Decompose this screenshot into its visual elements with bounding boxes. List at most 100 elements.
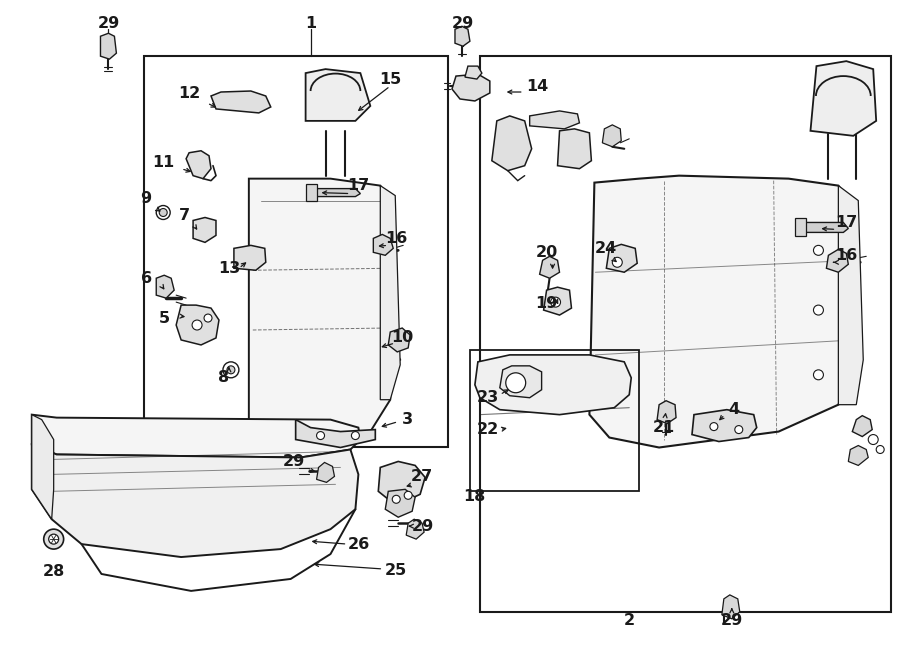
Text: 20: 20 <box>536 245 558 260</box>
Circle shape <box>814 370 824 380</box>
Polygon shape <box>455 26 470 46</box>
Text: 19: 19 <box>536 295 558 311</box>
Text: 15: 15 <box>379 71 401 87</box>
Polygon shape <box>211 91 271 113</box>
Text: 16: 16 <box>385 231 408 246</box>
Circle shape <box>317 432 325 440</box>
Text: 29: 29 <box>721 613 742 628</box>
Text: 28: 28 <box>42 564 65 580</box>
Text: 10: 10 <box>392 330 413 346</box>
Text: 1: 1 <box>305 16 316 31</box>
Circle shape <box>223 362 238 378</box>
Polygon shape <box>530 111 580 129</box>
Text: 14: 14 <box>526 79 549 94</box>
Circle shape <box>710 422 718 430</box>
Polygon shape <box>500 366 542 398</box>
Text: 11: 11 <box>152 155 175 171</box>
Text: 27: 27 <box>411 469 433 484</box>
Text: 5: 5 <box>158 311 170 326</box>
Polygon shape <box>452 74 490 101</box>
Polygon shape <box>602 125 621 147</box>
Text: 7: 7 <box>178 208 190 223</box>
Circle shape <box>612 257 622 267</box>
Polygon shape <box>849 446 868 465</box>
Text: 17: 17 <box>347 178 370 193</box>
Polygon shape <box>234 245 266 270</box>
Text: 12: 12 <box>178 85 200 100</box>
Polygon shape <box>540 256 560 278</box>
Circle shape <box>868 434 878 444</box>
Text: 29: 29 <box>97 16 120 31</box>
Polygon shape <box>296 420 375 447</box>
Text: 6: 6 <box>140 271 152 286</box>
Text: 2: 2 <box>624 613 634 628</box>
Polygon shape <box>317 463 335 483</box>
Circle shape <box>814 245 824 255</box>
Text: 16: 16 <box>835 248 858 263</box>
Polygon shape <box>475 355 631 414</box>
Text: 25: 25 <box>385 563 408 578</box>
Polygon shape <box>378 461 425 501</box>
Circle shape <box>44 529 64 549</box>
Polygon shape <box>157 275 175 298</box>
Text: 8: 8 <box>219 370 230 385</box>
Text: 3: 3 <box>401 412 413 427</box>
Text: 29: 29 <box>283 454 305 469</box>
Circle shape <box>506 373 526 393</box>
Text: 29: 29 <box>452 16 474 31</box>
Polygon shape <box>557 129 591 169</box>
Polygon shape <box>826 249 849 272</box>
Circle shape <box>204 314 212 322</box>
Polygon shape <box>590 176 859 447</box>
Polygon shape <box>381 186 400 400</box>
Polygon shape <box>385 489 415 517</box>
Text: 4: 4 <box>728 402 740 417</box>
Polygon shape <box>692 410 757 442</box>
Polygon shape <box>309 188 360 196</box>
Polygon shape <box>176 305 219 345</box>
Polygon shape <box>374 235 393 255</box>
Polygon shape <box>388 328 410 352</box>
Circle shape <box>159 208 167 217</box>
Circle shape <box>192 320 202 330</box>
Text: 13: 13 <box>218 260 240 276</box>
Text: 21: 21 <box>653 420 675 435</box>
Circle shape <box>877 446 884 453</box>
Polygon shape <box>839 186 863 405</box>
Circle shape <box>551 297 561 307</box>
Circle shape <box>404 491 412 499</box>
Polygon shape <box>306 69 370 121</box>
Polygon shape <box>852 416 872 436</box>
Polygon shape <box>795 219 806 237</box>
Text: 23: 23 <box>477 390 499 405</box>
Text: 17: 17 <box>835 215 858 230</box>
Text: 26: 26 <box>347 537 370 551</box>
Polygon shape <box>657 401 676 424</box>
Circle shape <box>392 495 400 503</box>
Polygon shape <box>465 66 482 79</box>
Polygon shape <box>194 217 216 243</box>
Circle shape <box>734 426 742 434</box>
Polygon shape <box>798 223 849 233</box>
Polygon shape <box>406 519 424 539</box>
Polygon shape <box>32 414 360 457</box>
Text: 22: 22 <box>477 422 499 437</box>
Circle shape <box>49 534 58 544</box>
Circle shape <box>351 432 359 440</box>
Text: 18: 18 <box>463 488 485 504</box>
Polygon shape <box>306 184 317 200</box>
Circle shape <box>814 305 824 315</box>
Text: 24: 24 <box>595 241 617 256</box>
Polygon shape <box>32 414 54 519</box>
Polygon shape <box>101 33 116 59</box>
Polygon shape <box>186 151 211 178</box>
Polygon shape <box>32 444 358 557</box>
Polygon shape <box>248 178 392 440</box>
Polygon shape <box>811 61 877 136</box>
Text: 9: 9 <box>140 191 151 206</box>
Circle shape <box>157 206 170 219</box>
Polygon shape <box>491 116 532 171</box>
Text: 29: 29 <box>412 519 434 533</box>
Polygon shape <box>722 595 740 619</box>
Polygon shape <box>544 287 572 315</box>
